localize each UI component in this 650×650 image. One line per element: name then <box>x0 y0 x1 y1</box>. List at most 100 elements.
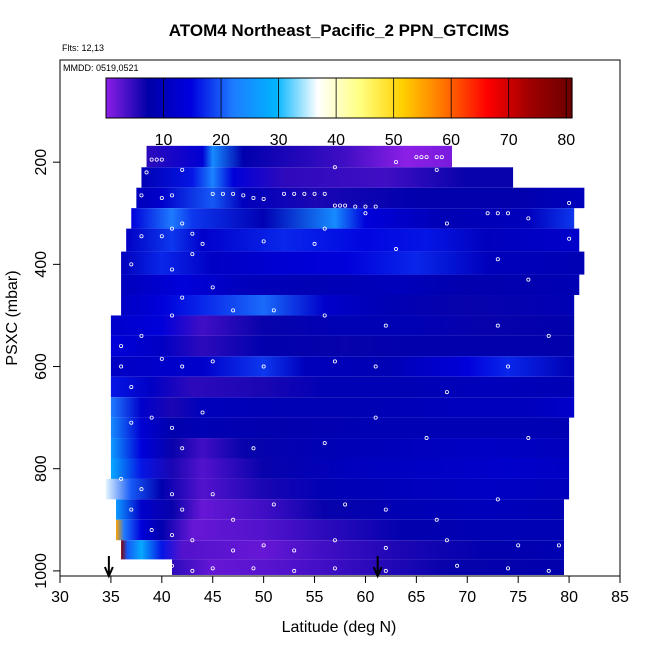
heatmap-layer <box>105 478 570 500</box>
sample-point <box>169 267 174 272</box>
heatmap-layer <box>121 274 580 296</box>
colorbar-swatch <box>564 78 568 118</box>
colorbar-swatch <box>248 78 252 118</box>
plot-frame <box>59 59 621 577</box>
colorbar-swatch <box>421 78 426 118</box>
colorbar-swatch <box>339 78 343 118</box>
colorbar-swatch <box>282 78 286 118</box>
colorbar-swatch <box>344 78 348 118</box>
colorbar-swatch <box>471 78 475 118</box>
sample-point <box>322 191 327 196</box>
sample-point <box>210 359 215 364</box>
heatmap-layer <box>121 295 575 316</box>
sample-point <box>190 252 195 257</box>
sample-point <box>180 221 185 226</box>
x-tick-label: 70 <box>458 589 476 606</box>
sample-point <box>220 191 225 196</box>
heatmap-layer <box>121 251 585 275</box>
sample-point <box>516 543 521 548</box>
sample-point <box>144 170 149 175</box>
sample-point <box>567 236 572 241</box>
sample-point <box>434 517 439 522</box>
colorbar-swatch <box>377 78 382 118</box>
heatmap-layer <box>121 540 564 560</box>
colorbar-swatch <box>367 78 371 118</box>
colorbar-tick-label: 50 <box>385 132 403 149</box>
colorbar-swatch <box>222 78 226 118</box>
sample-point <box>169 193 174 198</box>
x-tick-label: 55 <box>306 589 324 606</box>
colorbar-swatch <box>199 78 203 118</box>
sample-point <box>419 155 424 160</box>
x-axis-label: Latitude (deg N) <box>282 619 397 636</box>
colorbar-swatch <box>346 78 350 118</box>
colorbar-swatch <box>375 78 379 118</box>
sample-point <box>312 191 317 196</box>
colorbar-swatch <box>473 78 477 118</box>
sample-point <box>485 211 490 216</box>
sample-point <box>373 204 378 209</box>
colorbar-swatch <box>137 78 141 118</box>
colorbar-swatch <box>533 78 537 118</box>
colorbar-swatch <box>522 78 526 118</box>
x-tick-label: 35 <box>102 589 120 606</box>
sample-point <box>169 226 174 231</box>
sample-point <box>434 167 439 172</box>
sample-point <box>210 566 215 571</box>
colorbar-swatch <box>175 78 180 118</box>
sample-point <box>455 563 460 568</box>
colorbar-swatch <box>194 78 198 118</box>
sample-point <box>353 204 358 209</box>
sample-point <box>444 538 449 543</box>
sample-point <box>322 313 327 318</box>
colorbar-swatch <box>111 78 115 118</box>
colorbar-swatch <box>450 78 454 118</box>
sample-point <box>241 193 246 198</box>
sample-point <box>343 502 348 507</box>
colorbar-swatch <box>250 78 255 118</box>
sample-point <box>363 204 368 209</box>
sample-point <box>190 568 195 573</box>
colorbar-swatch <box>106 78 110 118</box>
colorbar-tick-label: 40 <box>327 132 345 149</box>
colorbar-swatch <box>463 78 467 118</box>
sample-point <box>119 476 124 481</box>
colorbar-swatch <box>256 78 260 118</box>
colorbar-swatch <box>126 78 130 118</box>
colorbar-swatch <box>452 78 457 118</box>
colorbar-swatch <box>354 78 358 118</box>
colorbar-swatch <box>333 78 338 118</box>
colorbar-swatch <box>401 78 405 118</box>
colorbar-swatch <box>411 78 415 118</box>
colorbar-swatch <box>551 78 555 118</box>
x-tick-label: 65 <box>407 589 425 606</box>
colorbar-tick-label: 20 <box>212 132 230 149</box>
sample-point <box>149 528 154 533</box>
colorbar-swatch <box>439 78 444 118</box>
colorbar-swatch <box>419 78 423 118</box>
colorbar-swatch <box>142 78 146 118</box>
sample-point <box>312 241 317 246</box>
heatmap-layer <box>110 335 575 357</box>
sample-point <box>251 195 256 200</box>
colorbar-swatch <box>468 78 472 118</box>
colorbar-swatch <box>326 78 330 118</box>
sample-point <box>231 308 236 313</box>
sample-point <box>119 344 124 349</box>
colorbar-swatch <box>447 78 451 118</box>
colorbar-swatch <box>458 78 462 118</box>
colorbar-swatch <box>515 78 519 118</box>
colorbar-swatch <box>144 78 149 118</box>
sample-point <box>271 502 276 507</box>
y-axis: 200 400 600 800 1000 <box>33 149 60 589</box>
sample-point <box>261 239 266 244</box>
colorbar-swatch <box>155 78 159 118</box>
sample-point <box>129 507 134 512</box>
sample-point <box>159 157 164 162</box>
colorbar-swatch <box>491 78 495 118</box>
heatmap-layer <box>110 397 575 418</box>
sample-point <box>231 517 236 522</box>
colorbar-tick-label: 70 <box>500 132 518 149</box>
colorbar-swatch <box>427 78 431 118</box>
x-tick-label: 75 <box>509 589 527 606</box>
